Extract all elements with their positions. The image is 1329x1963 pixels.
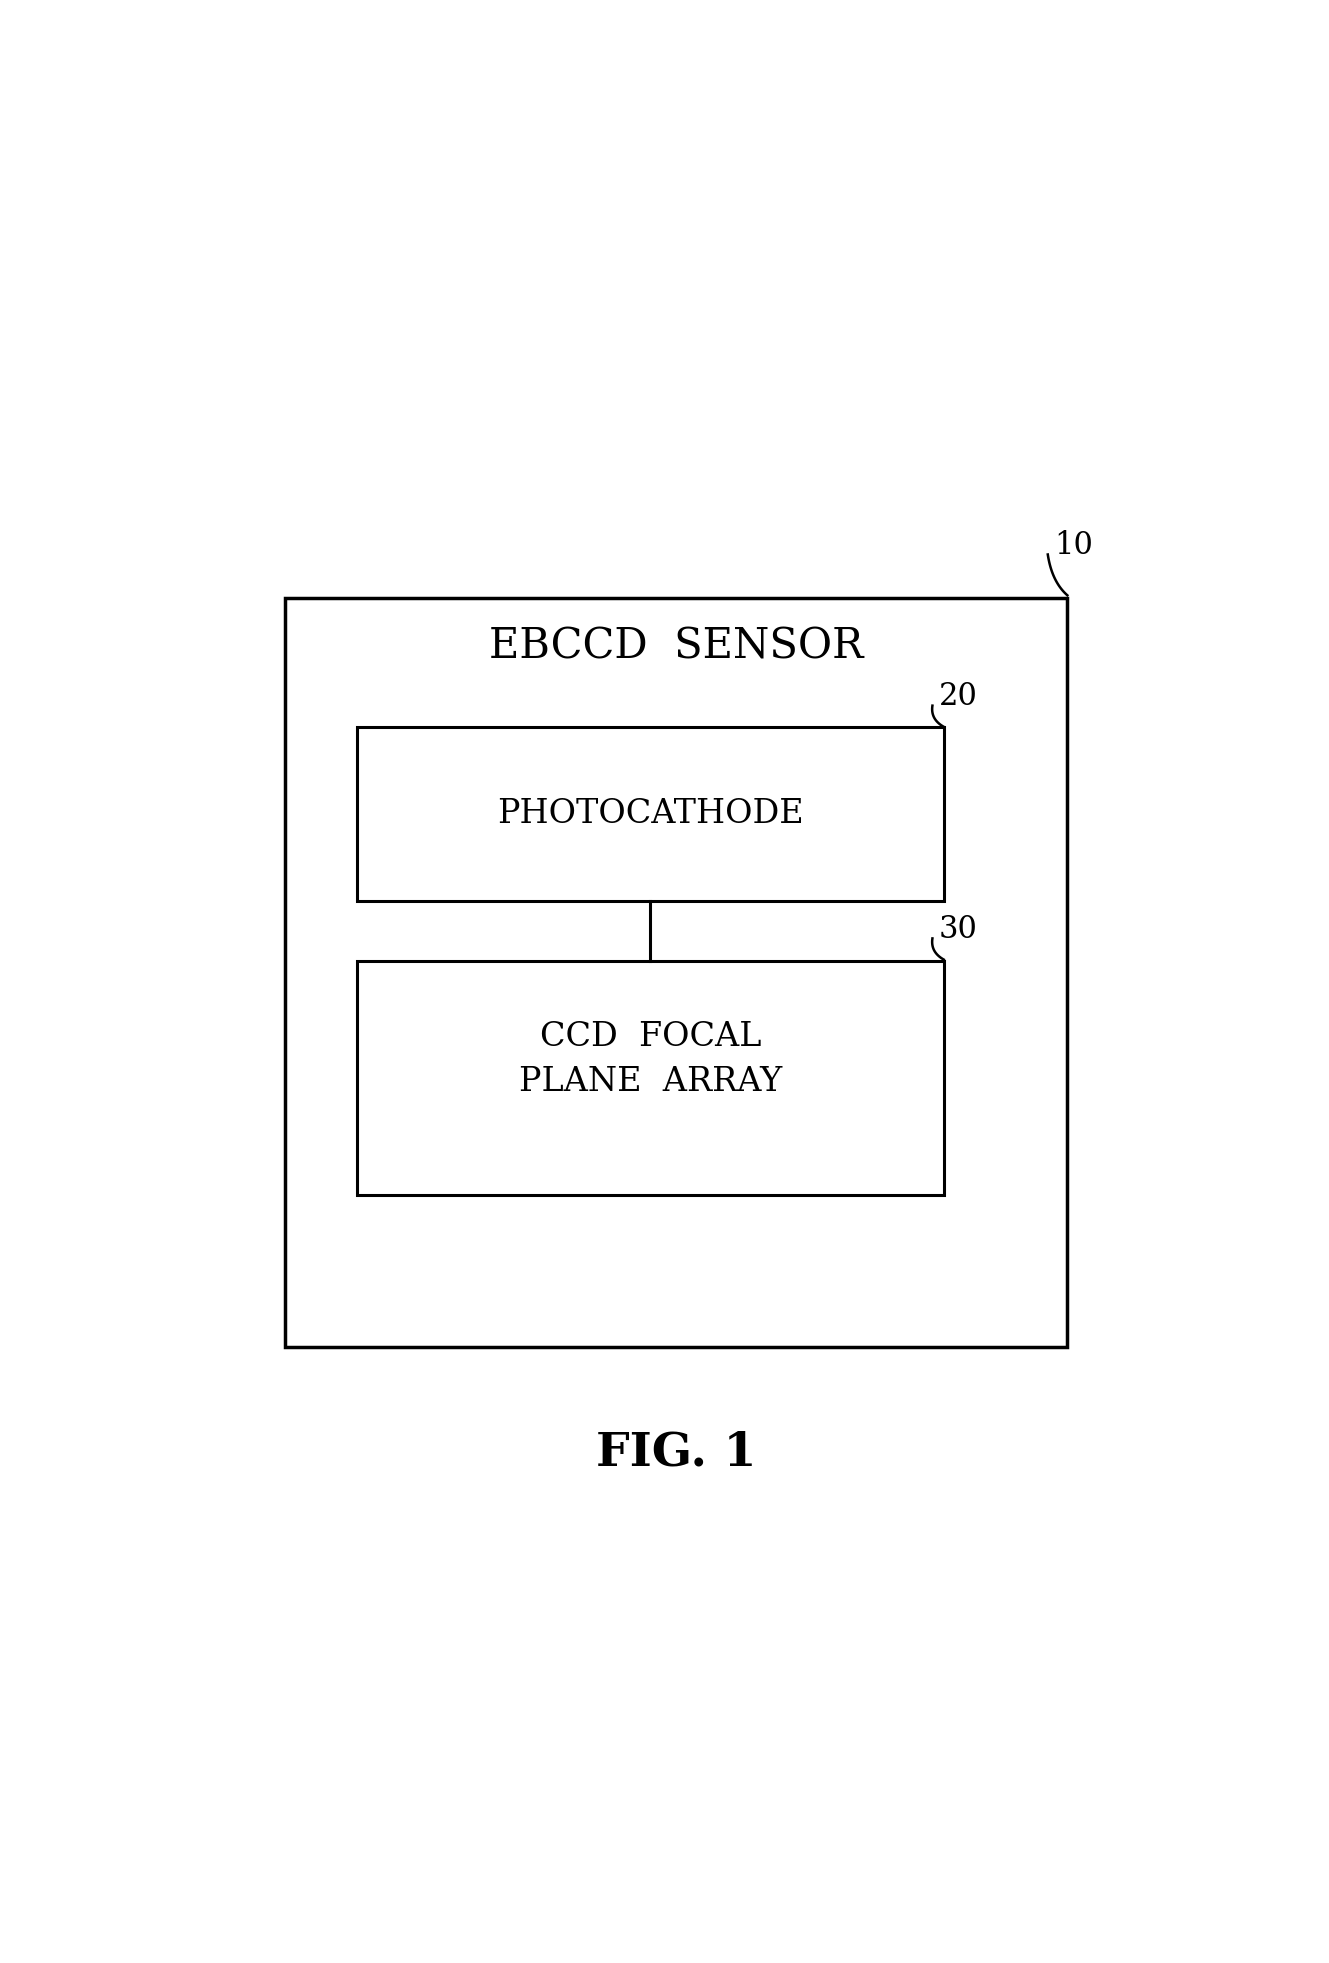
Text: 30: 30 — [938, 915, 978, 944]
Text: PLANE  ARRAY: PLANE ARRAY — [518, 1066, 781, 1097]
Text: CCD  FOCAL: CCD FOCAL — [540, 1021, 762, 1052]
Text: EBCCD  SENSOR: EBCCD SENSOR — [489, 626, 864, 667]
Text: 10: 10 — [1054, 530, 1092, 561]
Text: 20: 20 — [938, 681, 978, 713]
Bar — [356, 962, 944, 1195]
Bar — [356, 726, 944, 901]
Text: FIG. 1: FIG. 1 — [595, 1429, 756, 1476]
Bar — [284, 599, 1067, 1347]
Text: PHOTOCATHODE: PHOTOCATHODE — [497, 799, 804, 830]
